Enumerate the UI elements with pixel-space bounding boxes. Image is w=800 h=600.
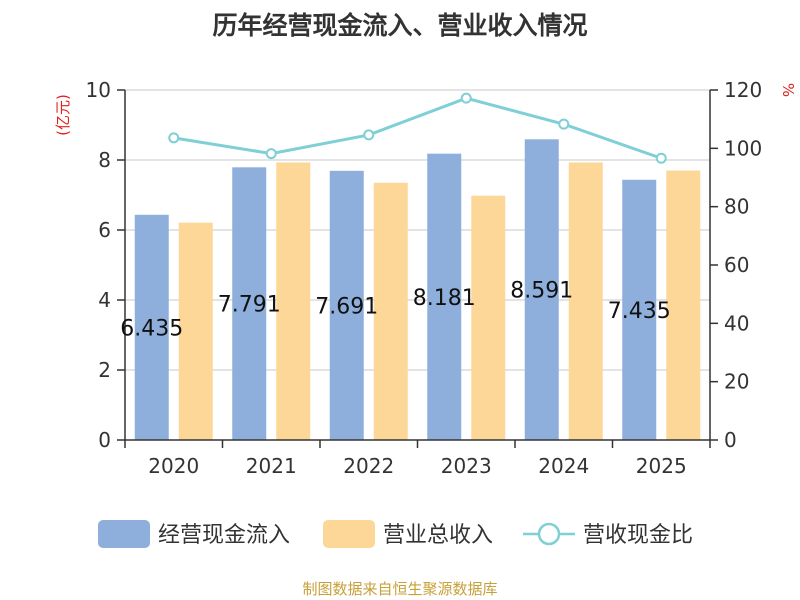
right-tick-label: 100: [724, 136, 762, 160]
bar-revenue: [178, 222, 213, 440]
left-tick-label: 2: [98, 358, 111, 382]
bar-revenue: [276, 162, 311, 440]
right-tick-label: 60: [724, 253, 749, 277]
left-tick-label: 8: [98, 148, 111, 172]
cash-inflow-data-label: 6.435: [120, 316, 183, 341]
x-tick-label: 2024: [538, 454, 589, 478]
x-tick-label: 2023: [441, 454, 492, 478]
bar-revenue: [568, 162, 603, 440]
cash-inflow-data-label: 8.181: [413, 286, 476, 311]
bar-revenue: [471, 195, 506, 440]
legend-label: 营收现金比: [583, 523, 693, 548]
bar-revenue: [373, 182, 408, 440]
ratio-point: [655, 152, 667, 164]
bar-revenue: [666, 170, 701, 440]
left-axis-unit: (亿元): [54, 94, 72, 136]
cash-inflow-data-label: 7.791: [218, 293, 281, 318]
bar-cash-inflow: [134, 214, 169, 440]
ratio-point: [265, 148, 277, 160]
left-tick-label: 10: [86, 78, 111, 102]
ratio-point: [168, 132, 180, 144]
bar-cash-inflow: [622, 179, 657, 440]
right-tick-label: 40: [724, 311, 749, 335]
ratio-line: [173, 96, 662, 160]
ratio-point: [363, 129, 375, 141]
line-series-layer: [168, 92, 667, 164]
cash-inflow-data-label: 8.591: [510, 279, 573, 304]
ratio-point: [460, 92, 472, 104]
source-note: 制图数据来自恒生聚源数据库: [302, 580, 498, 598]
x-tick-label: 2021: [246, 454, 297, 478]
x-tick-label: 2022: [343, 454, 394, 478]
x-tick-label: 2025: [636, 454, 687, 478]
right-tick-label: 120: [724, 78, 762, 102]
legend-swatch-revenue: [323, 520, 375, 548]
bar-cash-inflow: [232, 167, 267, 440]
left-tick-label: 6: [98, 218, 111, 242]
right-tick-label: 0: [724, 428, 737, 452]
data-labels: 6.435 7.791 7.691 8.181 8.591 7.435: [120, 279, 670, 342]
legend-label: 经营现金流入: [158, 523, 290, 548]
cash-inflow-data-label: 7.691: [315, 294, 378, 319]
legend-swatch-ratio-marker: [537, 522, 561, 546]
left-tick-label: 0: [98, 428, 111, 452]
x-tick-label: 2020: [148, 454, 199, 478]
right-axis-unit: %: [779, 83, 797, 97]
bar-cash-inflow: [329, 170, 364, 440]
cash-inflow-data-label: 7.435: [608, 299, 671, 324]
bar-series-layer: [134, 139, 701, 441]
legend-swatch-cash-inflow: [98, 520, 150, 548]
bar-cash-inflow: [524, 139, 559, 440]
bar-cash-inflow: [427, 153, 462, 441]
left-tick-label: 4: [98, 288, 111, 312]
legend-label: 营业总收入: [383, 523, 493, 548]
right-tick-label: 80: [724, 195, 749, 219]
right-tick-label: 20: [724, 370, 749, 394]
ratio-point: [558, 118, 570, 130]
chart-title: 历年经营现金流入、营业收入情况: [212, 11, 588, 40]
legend: 经营现金流入 营业总收入 营收现金比: [98, 520, 693, 548]
